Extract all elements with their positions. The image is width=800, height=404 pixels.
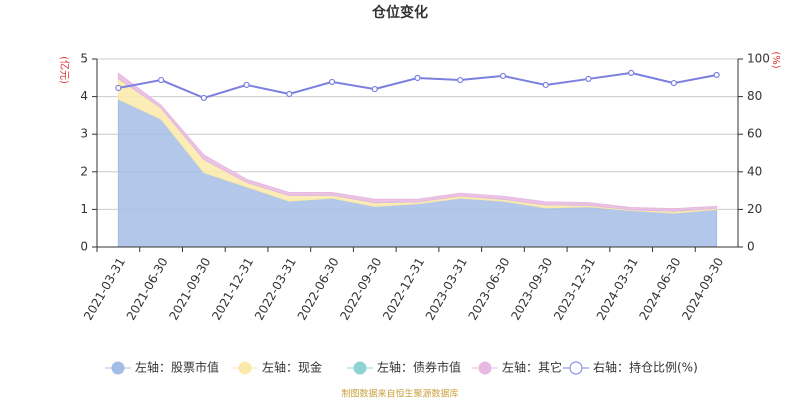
legend-marker	[569, 361, 583, 375]
point	[457, 76, 464, 84]
point	[115, 84, 122, 92]
chart-title: 仓位变化	[371, 4, 428, 21]
legend-marker	[353, 361, 367, 375]
y-tick-label: 3	[80, 127, 88, 141]
area	[117, 72, 718, 212]
x-tick-label: 2021-12-31	[209, 255, 256, 322]
y-tick-label: 0	[80, 240, 88, 254]
point	[499, 72, 507, 80]
legend-label: 左轴：股票市值	[135, 360, 219, 375]
x-tick-label: 2022-09-30	[337, 255, 384, 322]
x-tick-label: 2023-12-31	[551, 255, 598, 322]
point	[713, 71, 720, 79]
legend-label: 右轴：持仓比例(%)	[593, 360, 698, 375]
x-tick-label: 2024-09-30	[679, 255, 726, 322]
y-tick-label: 4	[80, 89, 88, 103]
y2-tick-label: 40	[747, 164, 762, 178]
point	[286, 90, 293, 98]
x-tick-label: 2023-03-31	[423, 255, 470, 322]
point	[628, 69, 635, 77]
x-tick-label: 2022-03-31	[252, 255, 299, 322]
y2-tick-label: 80	[747, 89, 762, 103]
legend-label: 左轴：其它	[502, 360, 562, 375]
x-tick-label: 2022-06-30	[295, 255, 342, 322]
y2-tick-label: 100	[747, 52, 770, 66]
point	[200, 94, 207, 102]
y-axis-label: (亿元)	[58, 56, 71, 84]
legend-marker	[111, 361, 125, 375]
x-tick-label: 2023-09-30	[508, 255, 555, 322]
point	[371, 85, 378, 93]
source-note: 制图数据来自恒生聚源数据库	[341, 388, 458, 400]
y2-tick-label: 0	[747, 240, 755, 254]
point	[414, 74, 421, 82]
x-tick-label: 2024-03-31	[594, 255, 641, 322]
point	[158, 76, 165, 84]
legend-marker	[478, 361, 492, 375]
x-tick-label: 2021-09-30	[166, 255, 213, 322]
point	[328, 78, 336, 86]
point	[585, 75, 592, 83]
x-tick-label: 2022-12-31	[380, 255, 427, 322]
y-tick-label: 2	[80, 164, 88, 178]
point	[243, 81, 250, 89]
x-tick-label: 2023-06-30	[466, 255, 513, 322]
point	[542, 81, 549, 89]
y2-tick-label: 60	[747, 127, 762, 141]
x-tick-label: 2021-06-30	[124, 255, 171, 322]
y-tick-label: 5	[80, 52, 88, 66]
legend-label: 左轴：现金	[262, 360, 322, 375]
point	[670, 79, 678, 87]
legend-label: 左轴：债券市值	[377, 360, 461, 375]
y2-axis-label: (%)	[770, 51, 781, 68]
y-tick-label: 1	[80, 202, 88, 216]
legend-marker	[238, 361, 252, 375]
x-tick-label: 2021-03-31	[81, 255, 128, 322]
x-tick-label: 2024-06-30	[637, 255, 684, 322]
y2-tick-label: 20	[747, 202, 762, 216]
